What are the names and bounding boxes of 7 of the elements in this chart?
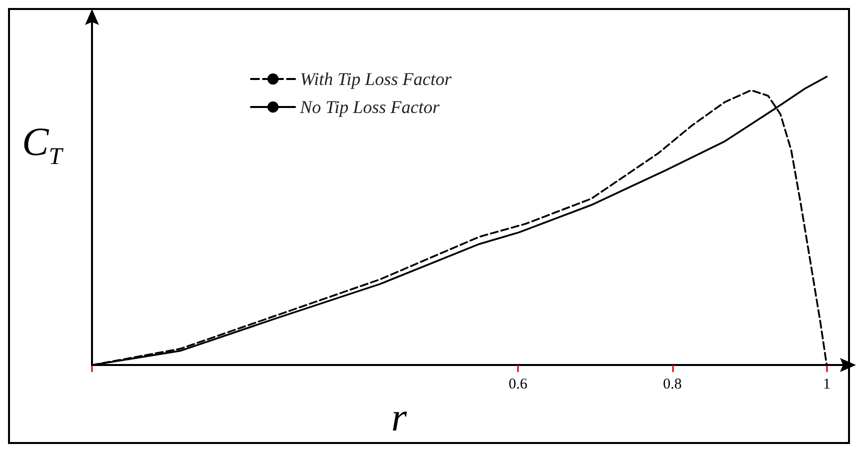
x-tick-label: 0.8 [662, 376, 682, 393]
x-tick-label: 1 [822, 376, 830, 393]
x-axis-title: r [391, 394, 408, 440]
legend-label: With Tip Loss Factor [300, 69, 453, 89]
y-axis-title: C$_{T}$ [22, 119, 62, 170]
legend-label: No Tip Loss Factor [299, 97, 441, 117]
x-tick-label: 0.6 [508, 376, 528, 393]
